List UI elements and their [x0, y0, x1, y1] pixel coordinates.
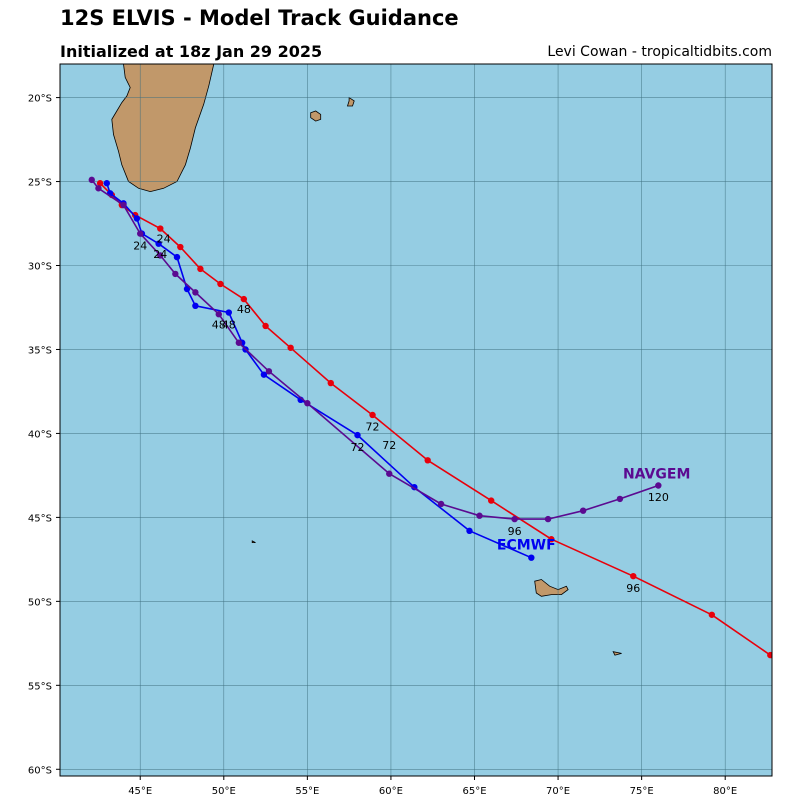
track-point-ecmwf	[173, 253, 181, 261]
land-reunion	[310, 110, 322, 122]
ocean-background	[60, 64, 772, 776]
track-point-navgem	[192, 289, 199, 296]
track-point-ecmwf	[466, 527, 473, 535]
forecast-hour-label: 48	[222, 318, 236, 331]
track-point-series-1	[287, 344, 294, 351]
track-point-series-1	[548, 536, 555, 543]
track-point-ecmwf	[354, 431, 361, 439]
forecast-hour-label: 72	[351, 441, 365, 454]
x-tick-label: 50°E	[212, 786, 236, 797]
track-point-series-1	[327, 379, 334, 387]
land-kerguelen	[534, 579, 569, 597]
track-point-series-1	[630, 572, 637, 580]
track-point-navgem	[655, 482, 662, 489]
track-line-ecmwf	[106, 182, 532, 559]
forecast-hour-label: 48	[237, 303, 251, 316]
track-point-navgem	[95, 185, 102, 192]
x-tick-label: 55°E	[295, 786, 319, 797]
y-tick-label: 40°S	[28, 429, 52, 440]
track-point-series-1	[488, 497, 495, 504]
track-point-navgem	[386, 470, 393, 477]
track-point-series-1	[240, 295, 248, 303]
track-point-navgem	[616, 495, 624, 503]
y-tick-label: 20°S	[28, 94, 52, 105]
track-point-navgem	[172, 270, 179, 278]
chart-subtitle: Initialized at 18z Jan 29 2025	[60, 42, 323, 61]
forecast-hour-label: 96	[508, 525, 522, 538]
forecast-hour-label: 24	[157, 233, 171, 246]
track-point-series-1	[262, 322, 269, 330]
track-point-series-1	[197, 265, 204, 273]
track-point-series-1	[157, 225, 164, 232]
land-heard	[612, 651, 622, 656]
track-point-navgem	[157, 252, 164, 259]
x-tick-label: 75°E	[630, 786, 654, 797]
track-point-navgem	[120, 201, 127, 209]
track-point-navgem	[511, 515, 518, 523]
x-tick-label: 45°E	[128, 786, 152, 797]
forecast-hour-label: 72	[366, 421, 380, 434]
track-point-ecmwf	[155, 240, 162, 247]
track-point-navgem	[544, 515, 552, 523]
track-point-ecmwf	[225, 309, 233, 316]
forecast-hour-label: 48	[212, 318, 226, 331]
track-point-navgem	[304, 400, 311, 407]
tick-layer: 45°E 50°E 55°E 60°E 65°E 70°E 75°E 80°E 20°S 25°S…	[28, 94, 737, 797]
model-label-ecmwf: ECMWF	[497, 537, 556, 553]
x-tick-label: 60°E	[379, 786, 403, 797]
forecast-hour-label: 24	[153, 248, 167, 261]
track-point-ecmwf	[103, 180, 110, 187]
land-layer	[111, 64, 622, 656]
y-tick-label: 60°S	[28, 765, 52, 776]
x-tick-label: 80°E	[713, 786, 737, 797]
x-tick-label: 70°E	[546, 786, 570, 797]
land-mauritius	[346, 96, 355, 107]
track-point-series-1	[177, 243, 184, 251]
y-tick-label: 30°S	[28, 262, 52, 273]
land-madagascar	[111, 64, 215, 193]
model-label-navgem: NAVGEM	[623, 467, 690, 483]
track-point-navgem	[215, 311, 222, 318]
track-point-navgem	[235, 339, 243, 346]
plot-frame	[59, 63, 773, 777]
track-point-navgem	[88, 176, 95, 184]
track-point-series-1	[424, 457, 431, 464]
track-point-navgem	[476, 512, 483, 519]
y-tick-label: 55°S	[28, 681, 52, 692]
land-crozet	[251, 540, 256, 543]
track-point-series-1	[217, 280, 224, 288]
y-tick-label: 45°S	[28, 513, 52, 524]
forecast-hour-label: 24	[133, 239, 147, 252]
track-point-series-1	[708, 611, 716, 618]
forecast-hour-label: 120	[648, 491, 669, 504]
track-point-series-1	[96, 180, 104, 187]
track-point-navgem	[137, 230, 144, 237]
track-point-series-1	[767, 651, 772, 659]
track-point-ecmwf	[183, 285, 191, 293]
track-layer	[88, 176, 772, 659]
forecast-hour-label: 72	[382, 439, 396, 452]
grid-layer	[60, 64, 772, 776]
credit-text: Levi Cowan - tropicaltidbits.com	[547, 44, 772, 60]
track-point-ecmwf	[192, 302, 199, 310]
y-tick-label: 35°S	[28, 345, 52, 356]
track-point-series-1	[369, 411, 376, 419]
x-tick-label: 65°E	[462, 786, 486, 797]
track-point-ecmwf	[260, 371, 268, 378]
track-point-navgem	[437, 500, 445, 508]
track-point-ecmwf	[133, 215, 141, 222]
y-tick-label: 50°S	[28, 597, 52, 608]
track-point-navgem	[265, 368, 273, 375]
track-point-ecmwf	[528, 554, 535, 561]
track-point-navgem	[579, 507, 587, 514]
forecast-hour-label: 96	[626, 582, 640, 595]
y-tick-label: 25°S	[28, 178, 52, 189]
chart-title: 12S ELVIS - Model Track Guidance	[60, 6, 459, 30]
